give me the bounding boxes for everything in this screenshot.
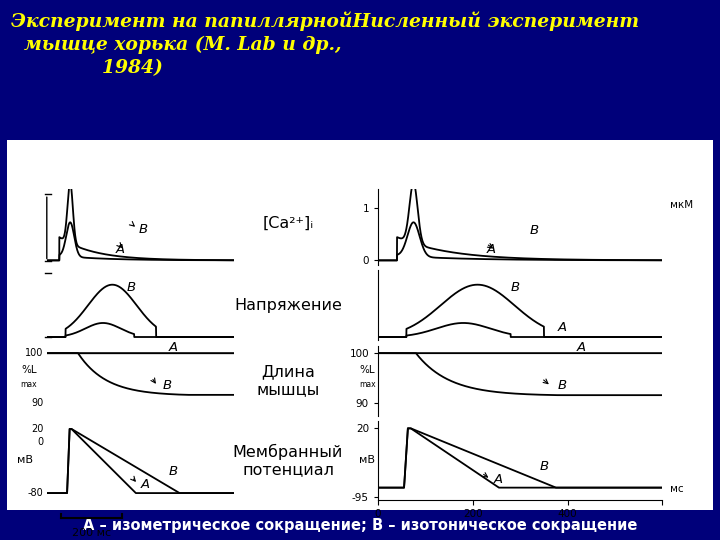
Text: B: B	[168, 465, 178, 478]
Text: мс: мс	[670, 484, 683, 494]
Text: B: B	[139, 223, 148, 236]
Text: мВ: мВ	[359, 455, 375, 465]
Text: max: max	[359, 380, 376, 389]
Text: Эксперимент на папиллярнойНисленный эксперимент
  мышце хорька (M. Lab и др.,
  : Эксперимент на папиллярнойНисленный эксп…	[11, 11, 639, 77]
Text: B: B	[162, 379, 171, 392]
Text: мВ: мВ	[17, 455, 33, 465]
Text: 20: 20	[31, 424, 43, 434]
Text: %L: %L	[21, 365, 37, 375]
Text: B: B	[558, 379, 567, 392]
Text: Напряжение: Напряжение	[234, 298, 342, 313]
Text: A: A	[494, 473, 503, 486]
Text: 200 мс: 200 мс	[72, 528, 112, 538]
Text: max: max	[20, 380, 37, 389]
Text: [Ca²⁺]ᵢ: [Ca²⁺]ᵢ	[262, 215, 314, 231]
Text: A: A	[140, 478, 150, 491]
Text: A: A	[115, 244, 125, 256]
Text: A: A	[487, 244, 496, 256]
Text: А – изометрическое сокращение; В – изотоническое сокращение: А – изометрическое сокращение; В – изото…	[83, 518, 637, 532]
Text: Длина
мышцы: Длина мышцы	[256, 364, 320, 397]
Text: Мембранный
потенциал: Мембранный потенциал	[233, 443, 343, 477]
Text: B: B	[539, 460, 549, 473]
Text: -80: -80	[27, 488, 43, 498]
Text: %L: %L	[359, 365, 375, 375]
Text: B: B	[510, 281, 520, 294]
Text: A: A	[558, 321, 567, 334]
Text: A: A	[168, 341, 178, 354]
Text: B: B	[530, 224, 539, 237]
Text: 90: 90	[31, 399, 43, 408]
Text: мкМ: мкМ	[670, 200, 693, 210]
Text: 0: 0	[37, 437, 43, 447]
Text: 100: 100	[24, 348, 43, 358]
Text: A: A	[577, 341, 586, 354]
Text: B: B	[127, 281, 135, 294]
